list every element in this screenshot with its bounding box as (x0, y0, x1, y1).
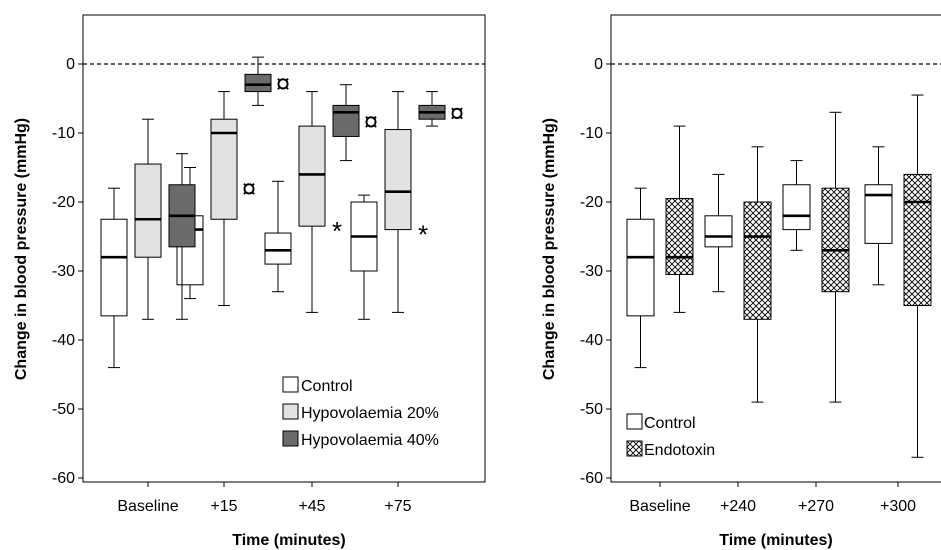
left-hypovolaemia-40-45-currency-marker: ¤ (364, 106, 378, 136)
left-hypovolaemia-40-baseline-box (168, 153, 196, 320)
right-x-tick-label-270: +270 (798, 498, 834, 515)
left-boxes (100, 56, 446, 369)
left-hypovolaemia-20-75-iqr-box (384, 129, 412, 231)
right-plot-frame (610, 14, 941, 483)
left-y-tick-label: 0 (66, 56, 75, 73)
left-hypovolaemia-20-15-box (210, 91, 238, 306)
legend-label-hypovolaemia-20: Hypovolaemia 20% (301, 405, 439, 422)
right-x-ticks: Baseline +240 +270 +300 (629, 482, 916, 515)
left-hypovolaemia-20-baseline-iqr-box (134, 163, 162, 258)
left-x-tick-label-15: +15 (210, 498, 237, 515)
left-hypovolaemia-20-baseline-box (134, 118, 162, 320)
left-hypovolaemia-20-45-asterisk-marker: * (332, 216, 342, 246)
right-control-270-iqr-box (782, 184, 811, 231)
left-hypovolaemia-20-45-box (298, 91, 326, 313)
left-hypovolaemia-40-15-currency-marker: ¤ (276, 68, 290, 98)
right-control-240-iqr-box (704, 215, 733, 248)
left-legend: Control Hypovolaemia 20% Hypovolaemia 40… (282, 376, 439, 449)
left-y-axis-label: Change in blood pressure (mmHg) (13, 118, 30, 380)
legend-swatch-control-right (626, 413, 643, 430)
left-y-tick-label: -40 (52, 332, 75, 349)
left-x-ticks: Baseline +15 +45 +75 (117, 482, 412, 515)
right-control-300-box (864, 146, 893, 286)
left-hypovolaemia-40-75-box (418, 91, 446, 127)
right-boxes (626, 94, 932, 458)
right-x-tick-label-baseline: Baseline (629, 498, 690, 515)
left-y-tick-label: -60 (52, 470, 75, 487)
left-control-baseline-box (100, 187, 128, 369)
left-hypovolaemia-40-75-currency-marker: ¤ (450, 97, 464, 127)
right-endotoxin-240-iqr-box (743, 201, 772, 320)
left-x-tick-label-45: +45 (298, 498, 325, 515)
right-endotoxin-300-box (903, 94, 932, 458)
left-panel: 0 -10 -20 -30 -40 -50 -60 Baseline +15 +45 +75 ¤ *… (13, 14, 486, 549)
left-y-tick-label: -20 (52, 194, 75, 211)
left-y-tick-label: -50 (52, 401, 75, 418)
right-endotoxin-300-iqr-box (903, 173, 932, 306)
left-hypovolaemia-20-75-asterisk-marker: * (418, 220, 428, 250)
right-panel: 0 -10 -20 -30 -40 -50 -60 Baseline +240 +270 +300… (541, 14, 941, 549)
right-y-tick-label: -40 (580, 332, 603, 349)
left-y-ticks: 0 -10 -20 -30 -40 -50 -60 (52, 56, 83, 487)
left-hypovolaemia-40-45-iqr-box (332, 104, 360, 137)
left-x-axis-label: Time (minutes) (232, 532, 346, 549)
legend-label-endotoxin: Endotoxin (644, 442, 715, 459)
right-control-270-box (782, 160, 811, 251)
right-legend: Control Endotoxin (626, 413, 715, 459)
legend-swatch-control (282, 376, 299, 393)
right-control-baseline-box (626, 187, 655, 369)
legend-label-control: Control (301, 378, 353, 395)
left-x-tick-label-75: +75 (384, 498, 411, 515)
right-endotoxin-baseline-iqr-box (665, 198, 694, 275)
left-hypovolaemia-40-15-iqr-box (244, 73, 272, 93)
right-x-tick-label-300: +300 (880, 498, 916, 515)
right-y-tick-label: -10 (580, 125, 603, 142)
legend-swatch-endotoxin (626, 440, 643, 457)
left-hypovolaemia-20-15-iqr-box (210, 118, 238, 220)
right-endotoxin-240-box (743, 146, 772, 403)
right-endotoxin-270-iqr-box (821, 187, 850, 293)
left-hypovolaemia-40-45-box (332, 84, 360, 162)
left-control-75-box (350, 194, 378, 320)
left-hypovolaemia-20-75-box (384, 91, 412, 313)
left-hypovolaemia-20-15-currency-marker: ¤ (242, 173, 256, 203)
left-y-tick-label: -30 (52, 263, 75, 280)
legend-swatch-hypovolaemia-20 (282, 403, 299, 420)
right-y-tick-label: -50 (580, 401, 603, 418)
right-y-tick-label: -60 (580, 470, 603, 487)
legend-swatch-hypovolaemia-40 (282, 430, 299, 447)
right-control-baseline-iqr-box (626, 218, 655, 317)
left-hypovolaemia-20-45-iqr-box (298, 125, 326, 227)
right-control-240-box (704, 173, 733, 293)
right-x-axis-label: Time (minutes) (719, 532, 833, 549)
left-control-baseline-iqr-box (100, 218, 128, 317)
right-y-tick-label: -20 (580, 194, 603, 211)
left-control-45-iqr-box (264, 232, 292, 265)
right-control-300-iqr-box (864, 184, 893, 244)
legend-label-control-right: Control (644, 415, 696, 432)
right-y-tick-label: -30 (580, 263, 603, 280)
legend-label-hypovolaemia-40: Hypovolaemia 40% (301, 432, 439, 449)
right-endotoxin-baseline-box (665, 125, 694, 313)
left-x-tick-label-baseline: Baseline (117, 498, 178, 515)
left-y-tick-label: -10 (52, 125, 75, 142)
right-y-tick-label: 0 (594, 56, 603, 73)
left-significance-markers: ¤ * * ¤ ¤ ¤ (242, 68, 464, 250)
left-control-45-box (264, 180, 292, 293)
left-hypovolaemia-40-15-box (244, 56, 272, 106)
right-y-ticks: 0 -10 -20 -30 -40 -50 -60 (580, 56, 611, 487)
right-endotoxin-270-box (821, 111, 850, 403)
right-y-axis-label: Change in blood pressure (mmHg) (541, 118, 558, 380)
right-x-tick-label-240: +240 (720, 498, 756, 515)
